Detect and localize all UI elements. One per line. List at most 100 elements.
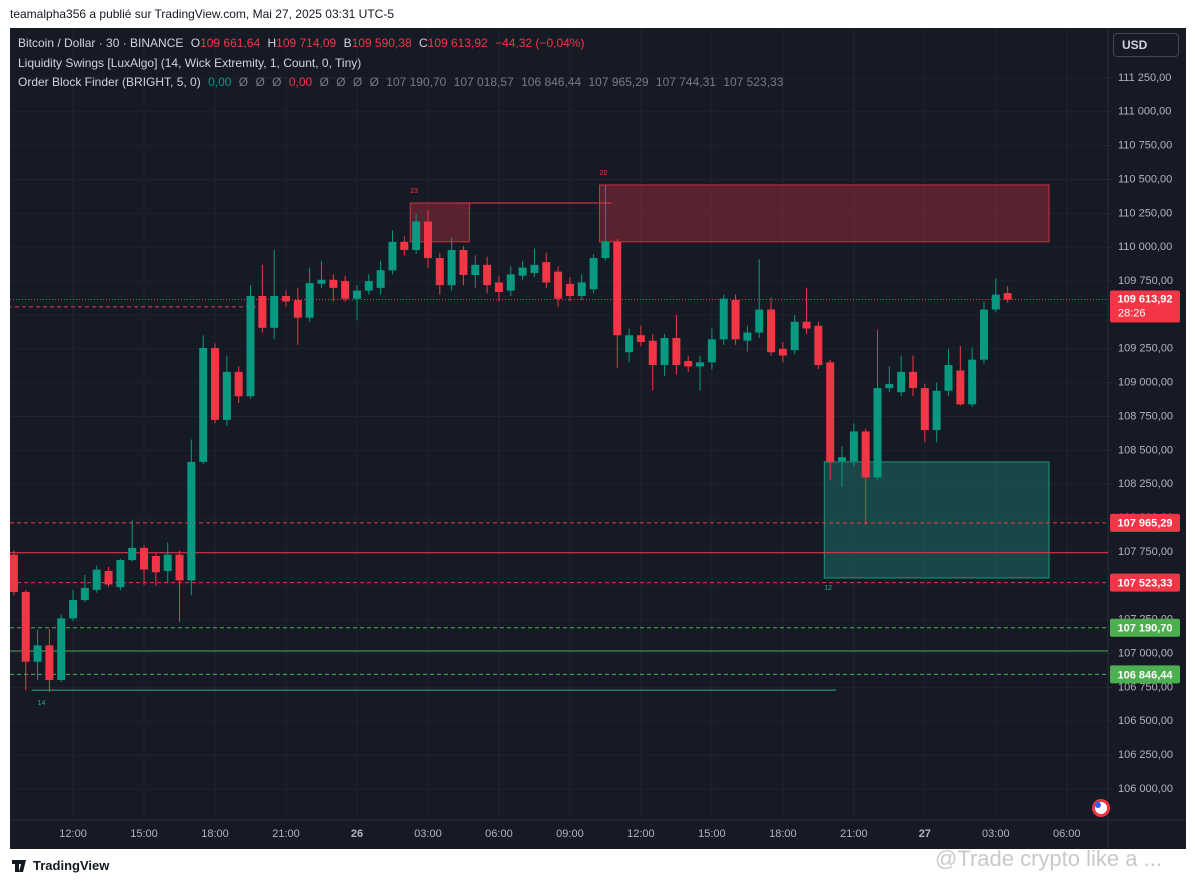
- indicator-value: Ø: [238, 75, 249, 89]
- axes: 111 250,00 111 000,00 110 750,00 110 500,00…: [59, 72, 1173, 840]
- chart-background: [10, 28, 1186, 849]
- swing-label: 14: [38, 700, 46, 707]
- indicator-name: Liquidity Swings [LuxAlgo] (14, Wick Ext…: [18, 55, 362, 70]
- candle-body: [589, 258, 598, 290]
- level-tag-label: 107 523,33: [1117, 578, 1172, 590]
- indicator-value: 0,00: [208, 75, 232, 89]
- y-tick-label: 110 000,00: [1118, 241, 1172, 253]
- zone-label: 12: [824, 585, 832, 592]
- candle-body: [270, 295, 279, 328]
- logo: TradingView: [33, 858, 110, 873]
- candle-body: [944, 365, 953, 391]
- candle-body: [814, 325, 823, 366]
- candle-body: [80, 587, 89, 601]
- indicator-value: 107 744,31: [655, 75, 716, 89]
- candle-body: [104, 570, 113, 585]
- y-tick-label: 110 750,00: [1118, 140, 1172, 152]
- level-tag-label: 106 846,44: [1117, 669, 1173, 681]
- candle-body: [648, 340, 657, 366]
- candle-body: [234, 371, 243, 397]
- candle-body: [613, 241, 622, 336]
- grid: [10, 28, 1108, 820]
- indicator-value: Ø: [272, 75, 282, 89]
- x-tick-label: 09:00: [556, 828, 584, 840]
- x-tick-label: 03:00: [982, 828, 1010, 840]
- x-tick-label: 06:00: [1053, 828, 1081, 840]
- candle-body: [743, 332, 752, 341]
- candle-body: [778, 348, 787, 356]
- candle-body: [305, 283, 314, 318]
- candle-body: [826, 362, 835, 462]
- flag-icon-canton: [1095, 802, 1101, 808]
- candles: [10, 184, 1012, 693]
- candle-body: [696, 362, 705, 367]
- x-tick-label: 26: [351, 828, 363, 840]
- candle-body: [660, 337, 669, 366]
- candle-body: [92, 569, 101, 590]
- x-tick-label: 15:00: [698, 828, 726, 840]
- candle-body: [861, 431, 870, 478]
- ohlc-value: 109 613,92: [427, 36, 488, 50]
- candle-body: [530, 264, 539, 273]
- x-tick-label: 27: [919, 828, 931, 840]
- symbol-title: Bitcoin / Dollar · 30 · BINANCE: [18, 36, 184, 50]
- candle-body: [979, 309, 988, 360]
- candle-body: [352, 290, 361, 299]
- candle-body: [636, 335, 645, 343]
- x-tick-label: 06:00: [485, 828, 513, 840]
- y-tick-label: 107 000,00: [1118, 647, 1173, 659]
- watermark: @Trade crypto like a ...: [935, 846, 1162, 871]
- ohlc-value: 109 714,09: [276, 36, 337, 50]
- currency-button[interactable]: USD: [1113, 33, 1179, 57]
- candle-body: [57, 618, 66, 680]
- x-tick-label: 18:00: [201, 828, 229, 840]
- order-block: [599, 184, 1050, 243]
- indicator-value: Ø: [319, 75, 329, 89]
- candle-body: [33, 645, 42, 662]
- candle-body: [802, 321, 811, 329]
- indicator-value: 0,00: [288, 75, 313, 89]
- candle-body: [317, 279, 326, 284]
- ohlc-key: C: [418, 36, 428, 50]
- candle-body: [991, 294, 1000, 310]
- y-tick-label: 106 750,00: [1118, 681, 1173, 693]
- candle-body: [329, 279, 338, 288]
- level-tag-label: 107 190,70: [1117, 623, 1172, 635]
- level-tag-label: 107 965,29: [1117, 518, 1172, 530]
- x-tick-label: 12:00: [59, 828, 87, 840]
- candle-body: [211, 348, 220, 420]
- candle-body: [518, 267, 527, 276]
- countdown: 28:26: [1118, 307, 1146, 319]
- ohlc-value: 109 661,64: [200, 36, 261, 50]
- candle-body: [258, 295, 267, 328]
- y-tick-label: 109 000,00: [1118, 377, 1173, 389]
- change: −44,32 (−0,04%): [495, 36, 585, 50]
- candle-body: [116, 560, 125, 588]
- candle-body: [494, 282, 503, 292]
- ohlc-key: H: [267, 36, 277, 50]
- legend: Bitcoin / Dollar · 30 · BINANCE O109 661…: [18, 34, 787, 93]
- candle-body: [187, 461, 196, 581]
- indicator-value: 107 018,57: [453, 75, 514, 89]
- y-tick-label: 108 750,00: [1118, 410, 1173, 422]
- candle-body: [885, 384, 894, 389]
- indicator-value: 107 965,29: [588, 75, 649, 89]
- x-tick-label: 21:00: [840, 828, 868, 840]
- candle-body: [341, 281, 350, 299]
- legend-row: Order Block Finder (BRIGHT, 5, 0) 0,00 Ø…: [18, 73, 787, 93]
- candle-body: [199, 348, 208, 462]
- indicator-value: Ø: [336, 75, 346, 89]
- candle-body: [838, 457, 847, 462]
- y-tick-label: 109 750,00: [1118, 275, 1173, 287]
- candle-body: [968, 359, 977, 405]
- candle-body: [21, 591, 30, 662]
- candle-body: [932, 390, 941, 431]
- x-tick-label: 15:00: [130, 828, 158, 840]
- level-tag: [1110, 573, 1180, 592]
- y-tick-label: 108 250,00: [1118, 478, 1173, 490]
- level-tag: [1110, 513, 1180, 532]
- candle-body: [364, 281, 373, 291]
- candle-body: [767, 309, 776, 353]
- candle-body: [128, 547, 137, 561]
